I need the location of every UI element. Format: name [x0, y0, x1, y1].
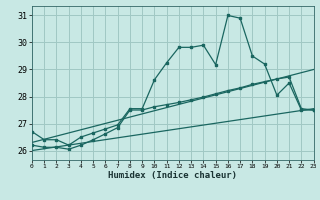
X-axis label: Humidex (Indice chaleur): Humidex (Indice chaleur) [108, 171, 237, 180]
